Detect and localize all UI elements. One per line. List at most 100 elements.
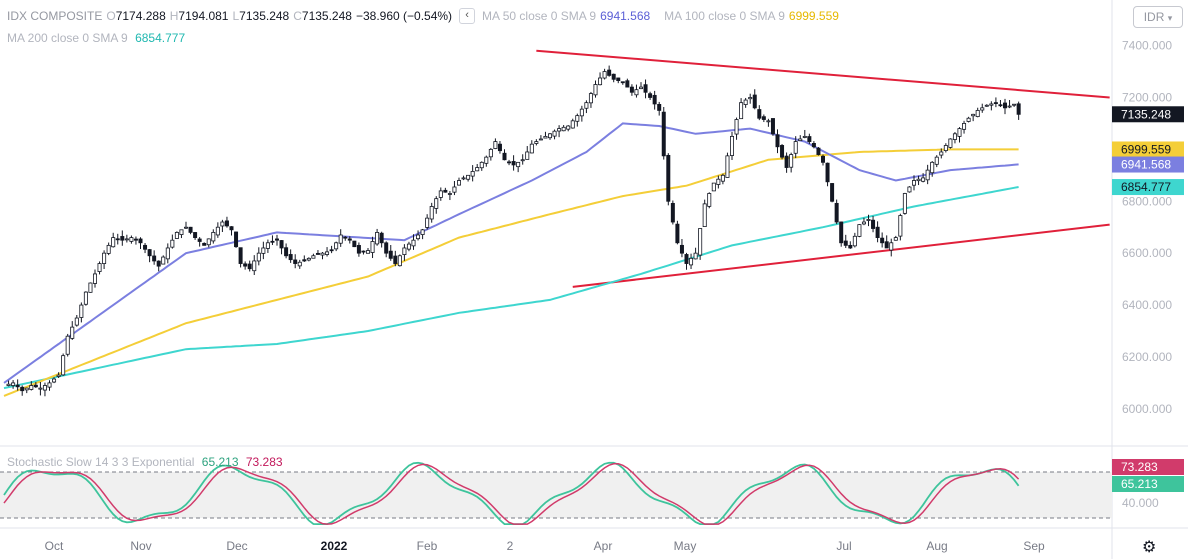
candle-down[interactable] [393, 255, 398, 264]
candle-up[interactable] [588, 93, 593, 104]
candle-up[interactable] [320, 252, 325, 256]
gear-icon[interactable]: ⚙ [1142, 539, 1157, 556]
candle-up[interactable] [1012, 103, 1017, 106]
candle-down[interactable] [770, 118, 775, 135]
candle-up[interactable] [338, 234, 343, 244]
candle-up[interactable] [206, 238, 211, 246]
candle-down[interactable] [279, 240, 284, 249]
ma50-line[interactable] [3, 122, 1019, 384]
candle-up[interactable] [548, 133, 553, 139]
candle-up[interactable] [447, 193, 452, 195]
trendline-upper[interactable] [536, 49, 1110, 99]
candle-down[interactable] [497, 143, 502, 152]
candle-up[interactable] [907, 186, 912, 193]
candle-up[interactable] [766, 120, 771, 123]
candle-up[interactable] [111, 237, 116, 248]
candle-up[interactable] [370, 241, 375, 253]
candle-up[interactable] [252, 260, 257, 272]
candle-up[interactable] [798, 138, 803, 142]
candle-down[interactable] [329, 249, 334, 252]
candle-down[interactable] [1016, 103, 1021, 115]
candle-up[interactable] [456, 180, 461, 186]
candle-up[interactable] [552, 130, 557, 137]
candle-up[interactable] [966, 117, 971, 122]
currency-selector[interactable]: IDR ▾ [1133, 6, 1183, 28]
candle-down[interactable] [234, 231, 239, 248]
candle-down[interactable] [848, 244, 853, 249]
candle-down[interactable] [839, 221, 844, 244]
candle-down[interactable] [188, 226, 193, 233]
candle-up[interactable] [730, 135, 735, 156]
candle-up[interactable] [397, 255, 402, 267]
candle-down[interactable] [998, 104, 1003, 107]
candle-down[interactable] [780, 145, 785, 158]
candle-up[interactable] [975, 110, 980, 117]
candle-down[interactable] [511, 161, 516, 166]
candle-up[interactable] [215, 226, 220, 236]
candle-up[interactable] [402, 247, 407, 255]
candle-down[interactable] [384, 242, 389, 254]
candle-down[interactable] [133, 238, 138, 241]
candle-up[interactable] [6, 383, 11, 386]
candle-up[interactable] [311, 255, 316, 259]
candle-up[interactable] [74, 317, 79, 326]
candle-down[interactable] [288, 254, 293, 261]
candle-down[interactable] [625, 80, 630, 88]
candle-down[interactable] [620, 81, 625, 84]
candle-down[interactable] [807, 136, 812, 142]
candle-up[interactable] [912, 180, 917, 186]
candle-down[interactable] [757, 109, 762, 119]
candle-up[interactable] [566, 125, 571, 130]
candle-up[interactable] [711, 182, 716, 192]
candle-up[interactable] [297, 261, 302, 267]
candle-up[interactable] [452, 186, 457, 193]
candle-down[interactable] [652, 94, 657, 105]
candle-up[interactable] [693, 252, 698, 260]
stochastic-label[interactable]: Stochastic Slow 14 3 3 Exponential [7, 455, 195, 469]
candle-up[interactable] [429, 206, 434, 220]
candle-down[interactable] [293, 259, 298, 264]
candle-down[interactable] [1003, 102, 1008, 109]
candle-up[interactable] [930, 161, 935, 174]
candle-down[interactable] [202, 242, 207, 246]
candle-up[interactable] [406, 243, 411, 250]
candle-down[interactable] [679, 244, 684, 254]
candle-up[interactable] [707, 193, 712, 207]
candle-down[interactable] [120, 236, 125, 241]
candle-up[interactable] [698, 228, 703, 256]
candle-up[interactable] [793, 141, 798, 154]
candlestick-series[interactable] [6, 65, 1021, 397]
candle-up[interactable] [325, 251, 330, 255]
candle-up[interactable] [79, 304, 84, 318]
candle-down[interactable] [156, 260, 161, 267]
candle-up[interactable] [434, 198, 439, 209]
candle-down[interactable] [352, 240, 357, 248]
candle-down[interactable] [379, 232, 384, 244]
candle-up[interactable] [174, 232, 179, 239]
candle-down[interactable] [834, 202, 839, 223]
candle-up[interactable] [516, 161, 521, 168]
candle-down[interactable] [15, 384, 20, 388]
candle-up[interactable] [579, 108, 584, 117]
candle-down[interactable] [229, 226, 234, 231]
candle-up[interactable] [97, 263, 102, 272]
ma200-label[interactable]: MA 200 close 0 SMA 9 [7, 31, 128, 45]
candle-up[interactable] [734, 119, 739, 135]
candle-down[interactable] [657, 104, 662, 111]
candle-down[interactable] [843, 240, 848, 246]
candle-down[interactable] [661, 111, 666, 157]
candle-down[interactable] [115, 238, 120, 241]
candle-down[interactable] [816, 147, 821, 155]
candle-up[interactable] [70, 326, 75, 339]
candle-up[interactable] [334, 242, 339, 250]
candle-up[interactable] [165, 247, 170, 260]
candle-down[interactable] [20, 386, 25, 392]
candle-up[interactable] [425, 217, 430, 228]
candle-down[interactable] [197, 238, 202, 242]
candle-up[interactable] [634, 89, 639, 96]
candle-down[interactable] [138, 238, 143, 244]
candle-up[interactable] [161, 256, 166, 265]
candle-up[interactable] [525, 151, 530, 160]
candle-up[interactable] [962, 123, 967, 130]
candle-down[interactable] [284, 247, 289, 257]
